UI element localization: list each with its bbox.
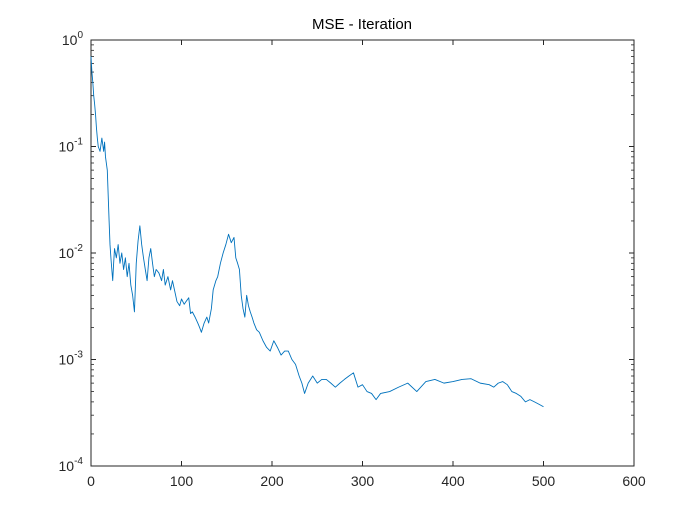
- y-tick-label: 100: [62, 30, 84, 48]
- x-tick-label: 400: [441, 473, 465, 489]
- series-group: [90, 56, 544, 408]
- y-tick-label-base: 10: [59, 139, 75, 155]
- x-axis-tick-labels: 0 100 200 300 400 500 600: [87, 473, 646, 489]
- y-tick-label-exponent: -2: [74, 243, 83, 254]
- plot-area: [90, 39, 635, 467]
- y-tick-label-base: 10: [62, 32, 78, 48]
- x-tick-label: 500: [532, 473, 556, 489]
- x-tick-label: 200: [260, 473, 284, 489]
- x-tick-label: 0: [87, 473, 95, 489]
- x-tick-label: 600: [622, 473, 646, 489]
- x-tick-label: 100: [170, 473, 194, 489]
- x-tick-label: 300: [351, 473, 375, 489]
- y-tick-label-base: 10: [59, 458, 75, 474]
- series-line-0: [90, 56, 544, 408]
- y-tick-label: 10-2: [59, 243, 84, 261]
- y-tick-label-exponent: -3: [74, 350, 83, 361]
- y-tick-label-base: 10: [59, 352, 75, 368]
- y-tick-label-exponent: -4: [74, 456, 83, 467]
- major-ticks: [90, 39, 635, 467]
- chart-title: MSE - Iteration: [312, 16, 412, 33]
- y-tick-label-exponent: 0: [77, 30, 83, 41]
- y-tick-label-exponent: -1: [74, 137, 83, 148]
- minor-ticks: [91, 44, 634, 435]
- y-tick-label: 10-1: [59, 137, 84, 155]
- y-tick-label: 10-3: [59, 350, 84, 368]
- y-tick-label: 10-4: [59, 456, 84, 474]
- y-tick-label-base: 10: [59, 245, 75, 261]
